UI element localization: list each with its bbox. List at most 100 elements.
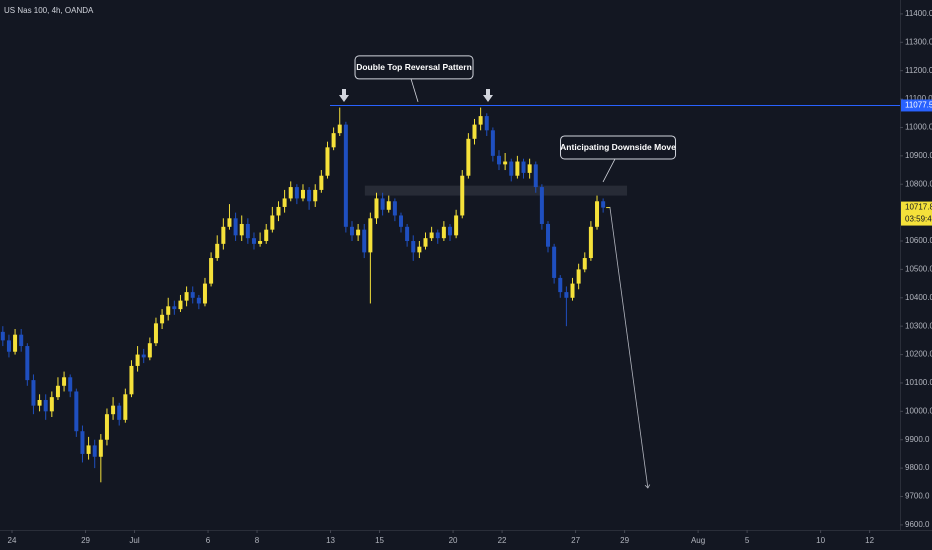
y-tick-label: 9600.0 [905, 520, 930, 529]
candle-body [576, 269, 581, 284]
x-tick-label: 29 [620, 536, 629, 545]
candle-body [245, 223, 250, 239]
candle-body [313, 189, 318, 202]
candle-body [570, 283, 575, 298]
candle-body [288, 187, 293, 199]
candle-body [239, 223, 244, 236]
candle-body [276, 206, 281, 216]
candle-body [111, 405, 116, 415]
candle-body [251, 238, 256, 244]
y-tick-label: 11300.0 [905, 37, 932, 46]
candle-body [386, 201, 391, 210]
candle-body [258, 241, 263, 244]
candle-body [25, 346, 30, 381]
x-tick-label: 24 [8, 536, 17, 545]
candle-body [31, 380, 36, 406]
x-tick-label: 8 [255, 536, 260, 545]
countdown-label: 03:59:46 [905, 215, 932, 224]
candle-body [454, 215, 459, 236]
candle-body [405, 226, 410, 242]
callout-box [560, 135, 677, 160]
candle-body [484, 116, 489, 131]
x-tick-label: 22 [498, 536, 507, 545]
candle-body [588, 226, 593, 259]
candle-body [546, 223, 551, 247]
candle-body [564, 292, 569, 298]
x-tick-label: 10 [816, 536, 825, 545]
candle-body [62, 377, 67, 386]
y-tick-label: 10300.0 [905, 321, 932, 330]
candle-body [448, 226, 452, 236]
y-tick-label: 11400.0 [905, 9, 932, 18]
callout-box [354, 55, 474, 80]
chart-title: US Nas 100, 4h, OANDA [4, 6, 94, 15]
y-tick-label: 11200.0 [905, 66, 932, 75]
candle-body [503, 161, 508, 165]
candle-body [582, 258, 587, 270]
candle-body [80, 431, 85, 454]
candle-body [86, 445, 91, 454]
candle-body [478, 116, 483, 125]
candle-body [441, 226, 446, 239]
candle-body [435, 232, 440, 239]
candle-body [6, 340, 11, 352]
x-tick-label: 6 [206, 536, 211, 545]
y-tick-label: 10400.0 [905, 293, 932, 302]
candle-body [117, 405, 122, 420]
y-tick-label: 10000.0 [905, 406, 932, 415]
projection-arrow [609, 206, 648, 488]
candle-body [221, 226, 226, 244]
candle-body [184, 292, 189, 301]
candle-body [558, 277, 563, 293]
candle-body [264, 229, 269, 242]
candle-body [98, 439, 103, 457]
x-tick-label: 13 [326, 536, 335, 545]
candle-body [460, 175, 465, 216]
candle-body [552, 246, 557, 278]
candle-body [601, 201, 606, 208]
candle-body [19, 334, 24, 347]
candle-body [374, 198, 379, 219]
candle-body [515, 161, 520, 176]
x-tick-label: Aug [691, 536, 705, 545]
candle-body [595, 201, 600, 227]
candle-body [160, 314, 165, 324]
candle-body [300, 189, 305, 199]
y-tick-label: 10800.0 [905, 179, 932, 188]
y-tick-label: 10200.0 [905, 350, 932, 359]
callout-pointer [410, 78, 419, 103]
y-tick-label: 10900.0 [905, 151, 932, 160]
candle-body [123, 394, 128, 420]
candle-body [362, 229, 367, 253]
candle-body [147, 343, 152, 358]
candle-body [417, 246, 422, 253]
candle-body [472, 124, 477, 139]
candle-body [466, 138, 471, 176]
candle-body [270, 215, 275, 230]
candle-body [490, 130, 495, 156]
candle-body [343, 124, 348, 227]
candle-body [349, 226, 354, 236]
peak-arrow [339, 89, 349, 102]
candle-body [368, 218, 373, 253]
candle-body [411, 241, 416, 253]
candle-body [215, 243, 220, 259]
y-tick-label: 10500.0 [905, 265, 932, 274]
candle-body [429, 232, 434, 239]
candle-body [227, 218, 232, 227]
x-tick-label: 5 [745, 536, 750, 545]
candle-body [380, 198, 385, 210]
candle-body [282, 198, 287, 207]
callout-text: Double Top Reversal Pattern [356, 62, 472, 72]
y-tick-label: 10600.0 [905, 236, 932, 245]
candle-body [356, 229, 361, 236]
candle-body [325, 147, 330, 176]
x-tick-label: 20 [449, 536, 458, 545]
y-tick-label: 10100.0 [905, 378, 932, 387]
candle-body [49, 397, 54, 412]
x-tick-label: Jul [129, 536, 139, 545]
candle-body [129, 365, 134, 395]
candle-body [497, 155, 502, 165]
